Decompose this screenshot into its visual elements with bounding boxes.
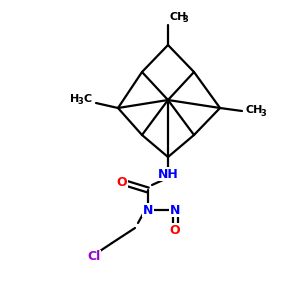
Text: N: N [170,203,180,217]
Text: CH: CH [170,12,188,22]
Text: H: H [70,94,79,104]
Text: N: N [143,203,153,217]
Text: C: C [83,94,91,104]
Text: 3: 3 [77,98,83,106]
Text: O: O [170,224,180,236]
Text: NH: NH [158,167,178,181]
Text: O: O [117,176,127,188]
Text: 3: 3 [260,109,266,118]
Text: CH: CH [246,105,263,115]
Text: Cl: Cl [87,250,101,263]
Text: 3: 3 [182,16,188,25]
